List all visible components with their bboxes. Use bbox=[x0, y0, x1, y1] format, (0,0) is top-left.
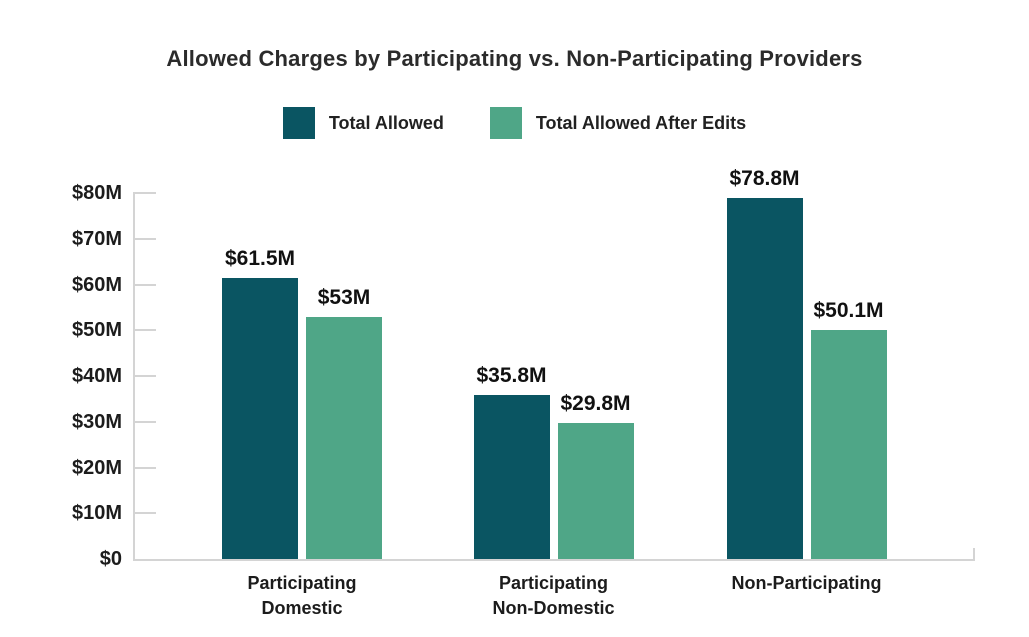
bar-total-allowed-after-edits bbox=[557, 422, 634, 559]
x-category-label: Participating Non-Domestic bbox=[424, 571, 684, 621]
x-category-label-line: Non-Participating bbox=[731, 573, 882, 593]
legend-swatch-icon bbox=[282, 107, 315, 139]
bar-value-label: $50.1M bbox=[813, 298, 884, 322]
bar-value-label: $78.8M bbox=[729, 167, 800, 191]
bar-total-allowed bbox=[473, 395, 550, 559]
y-tick-mark bbox=[135, 192, 156, 194]
y-tick-mark bbox=[135, 283, 156, 286]
y-tick-mark bbox=[135, 420, 156, 423]
bar-value-label: $53M bbox=[317, 285, 371, 309]
y-tick-label: $20M bbox=[71, 456, 122, 479]
legend-item-0: Total Allowed bbox=[282, 107, 444, 139]
y-tick-mark bbox=[135, 329, 156, 332]
y-tick-mark bbox=[135, 237, 156, 240]
x-axis-line bbox=[133, 559, 975, 561]
x-category-label-line: Participating bbox=[498, 573, 609, 593]
bar-total-allowed-after-edits bbox=[810, 329, 887, 559]
bar-value-label: $61.5M bbox=[224, 246, 296, 270]
y-tick-mark bbox=[135, 375, 156, 377]
y-tick-mark bbox=[135, 512, 156, 515]
y-tick-label: $10M bbox=[71, 502, 122, 525]
legend-label: Total Allowed bbox=[328, 112, 444, 133]
bar-value-label: $35.8M bbox=[476, 364, 547, 388]
x-category-label-line: Domestic bbox=[261, 598, 343, 618]
y-tick-label: $70M bbox=[71, 227, 122, 250]
legend-label: Total Allowed After Edits bbox=[535, 112, 747, 133]
chart-title: Allowed Charges by Participating vs. Non… bbox=[166, 46, 863, 71]
chart-legend: Total Allowed Total Allowed After Edits bbox=[0, 107, 1029, 139]
legend-swatch-icon bbox=[489, 107, 522, 139]
y-tick-label: $80M bbox=[71, 182, 122, 204]
bar-total-allowed bbox=[726, 198, 803, 559]
y-tick-mark bbox=[135, 466, 156, 469]
y-tick-label: $60M bbox=[71, 273, 122, 296]
y-tick-label: $50M bbox=[71, 319, 122, 342]
y-tick-label: $30M bbox=[71, 410, 122, 433]
x-axis-end-tick bbox=[973, 548, 975, 561]
bar-total-allowed bbox=[222, 277, 298, 559]
legend-item-1: Total Allowed After Edits bbox=[489, 107, 747, 139]
bar-value-label: $29.8M bbox=[560, 391, 631, 415]
y-axis-line bbox=[133, 192, 135, 561]
y-tick-label: $40M bbox=[71, 365, 122, 387]
x-category-label-line: Non-Domestic bbox=[492, 598, 615, 618]
y-tick-label: $0 bbox=[99, 548, 122, 570]
x-category-label-line: Participating bbox=[247, 573, 357, 593]
x-category-label: Participating Domestic bbox=[172, 571, 432, 621]
bar-total-allowed-after-edits bbox=[306, 316, 382, 559]
x-category-label: Non-Participating bbox=[677, 571, 937, 596]
